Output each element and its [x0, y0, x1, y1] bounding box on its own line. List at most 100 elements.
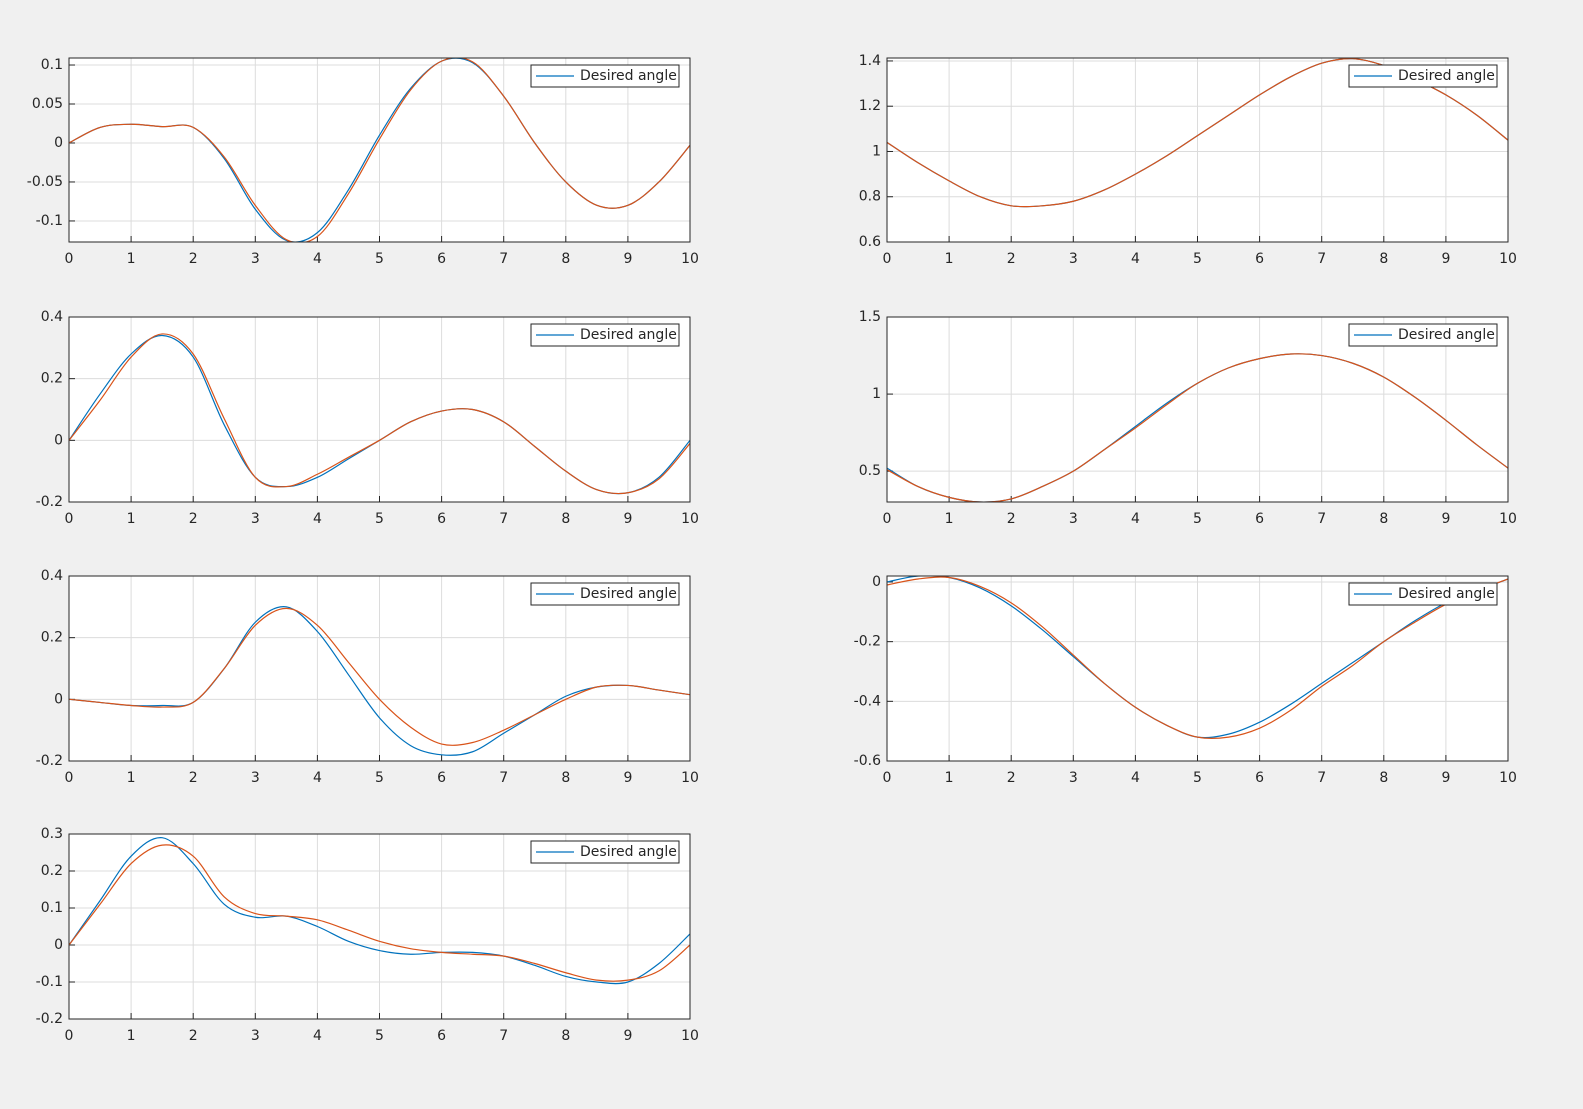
x-tick-label: 0 — [883, 770, 892, 786]
y-tick-label: -0.1 — [36, 213, 63, 229]
x-tick-label: 1 — [127, 251, 136, 267]
y-tick-label: 0.1 — [41, 900, 63, 916]
y-tick-label: 0.4 — [41, 309, 63, 325]
x-tick-label: 3 — [251, 770, 260, 786]
axes: 0 1 2 3 4 5 6 7 8 9 10 0.5 1 1.5 Desired angle — [859, 309, 1517, 527]
x-tick-label: 2 — [189, 1028, 198, 1044]
x-tick-label: 1 — [945, 251, 954, 267]
x-tick-label: 2 — [1007, 251, 1016, 267]
x-tick-label: 10 — [681, 770, 699, 786]
y-tick-label: 0 — [54, 135, 63, 151]
x-tick-label: 6 — [437, 1028, 446, 1044]
legend-box — [530, 323, 680, 347]
y-tick-label: 0 — [872, 574, 881, 590]
y-tick-label: -0.2 — [36, 753, 63, 769]
x-tick-label: 8 — [1379, 511, 1388, 527]
x-tick-label: 4 — [1131, 770, 1140, 786]
x-tick-label: 10 — [681, 511, 699, 527]
x-tick-label: 1 — [127, 770, 136, 786]
x-tick-label: 0 — [883, 251, 892, 267]
axes: 0 1 2 3 4 5 6 7 8 9 10 -0.1 -0.05 0 0.05 0.1 Desired ang… — [27, 57, 699, 267]
series-line — [887, 576, 1508, 740]
x-tick-label: 7 — [1317, 770, 1326, 786]
x-tick-label: 0 — [883, 511, 892, 527]
x-tick-label: 3 — [1069, 511, 1078, 527]
y-tick-label: 0.4 — [41, 568, 63, 584]
x-tick-label: 7 — [1317, 511, 1326, 527]
x-tick-label: 6 — [437, 511, 446, 527]
y-tick-label: 0.6 — [859, 234, 881, 250]
y-tick-label: 0 — [54, 937, 63, 953]
y-tick-label: -0.05 — [27, 174, 63, 190]
legend-box — [1348, 64, 1498, 88]
x-tick-label: 9 — [1441, 251, 1450, 267]
x-tick-label: 2 — [1007, 770, 1016, 786]
x-tick-label: 5 — [1193, 251, 1202, 267]
x-tick-label: 5 — [1193, 770, 1202, 786]
series-line — [69, 607, 690, 746]
series-line — [69, 333, 690, 495]
legend-label: Desired angle — [580, 586, 677, 602]
legend-box — [1348, 323, 1498, 347]
x-tick-label: 9 — [623, 770, 632, 786]
x-tick-label: 4 — [1131, 251, 1140, 267]
x-tick-label: 2 — [189, 251, 198, 267]
legend-label: Desired angle — [1398, 68, 1495, 84]
y-tick-label: -0.1 — [36, 974, 63, 990]
axes: 0 1 2 3 4 5 6 7 8 9 10 -0.6 -0.4 -0.2 0 Desired angle — [854, 574, 1517, 786]
y-tick-label: 0 — [54, 691, 63, 707]
legend-label: Desired angle — [580, 844, 677, 860]
x-tick-label: 10 — [681, 1028, 699, 1044]
x-tick-label: 2 — [189, 511, 198, 527]
legend-label: Desired angle — [1398, 327, 1495, 343]
x-tick-label: 9 — [1441, 770, 1450, 786]
y-tick-label: 0.8 — [859, 189, 881, 205]
x-tick-label: 2 — [1007, 511, 1016, 527]
y-tick-label: 0 — [54, 432, 63, 448]
x-tick-label: 7 — [499, 251, 508, 267]
y-tick-label: 0.1 — [41, 57, 63, 73]
y-tick-label: 1 — [872, 143, 881, 159]
x-tick-label: 8 — [561, 251, 570, 267]
x-tick-label: 7 — [1317, 251, 1326, 267]
x-tick-label: 1 — [945, 770, 954, 786]
y-tick-label: 0.2 — [41, 863, 63, 879]
axes: 0 1 2 3 4 5 6 7 8 9 10 0.6 0.8 1 1.2 1.4 Desired angle — [859, 53, 1517, 267]
legend-box — [1348, 582, 1498, 606]
axes-box — [68, 575, 691, 762]
axes-box — [886, 316, 1509, 503]
x-tick-label: 5 — [375, 770, 384, 786]
axes: 0 1 2 3 4 5 6 7 8 9 10 -0.2 -0.1 0 0.1 0.2 0.3 Desired an… — [36, 826, 699, 1044]
y-tick-label: -0.4 — [854, 693, 881, 709]
axes-box — [68, 833, 691, 1020]
x-tick-label: 8 — [561, 770, 570, 786]
axes-box — [68, 316, 691, 503]
legend-label: Desired angle — [1398, 586, 1495, 602]
x-tick-label: 7 — [499, 770, 508, 786]
x-tick-label: 0 — [65, 511, 74, 527]
x-tick-label: 4 — [1131, 511, 1140, 527]
y-tick-label: 0.3 — [41, 826, 63, 842]
axes-box — [886, 57, 1509, 243]
y-tick-label: 0.2 — [41, 371, 63, 387]
x-tick-label: 9 — [1441, 511, 1450, 527]
legend-box — [530, 840, 680, 864]
axes-box — [68, 57, 691, 243]
x-tick-label: 8 — [1379, 770, 1388, 786]
legend-box — [530, 582, 680, 606]
legend-label: Desired angle — [580, 68, 677, 84]
y-tick-label: 1.4 — [859, 53, 881, 69]
x-tick-label: 7 — [499, 511, 508, 527]
x-tick-label: 3 — [1069, 770, 1078, 786]
x-tick-label: 10 — [1499, 770, 1517, 786]
x-tick-label: 10 — [1499, 251, 1517, 267]
x-tick-label: 5 — [1193, 511, 1202, 527]
y-tick-label: 0.5 — [859, 463, 881, 479]
y-tick-label: -0.2 — [36, 1011, 63, 1027]
series-line — [69, 606, 690, 756]
x-tick-label: 8 — [1379, 251, 1388, 267]
x-tick-label: 4 — [313, 1028, 322, 1044]
x-tick-label: 5 — [375, 1028, 384, 1044]
x-tick-label: 0 — [65, 770, 74, 786]
